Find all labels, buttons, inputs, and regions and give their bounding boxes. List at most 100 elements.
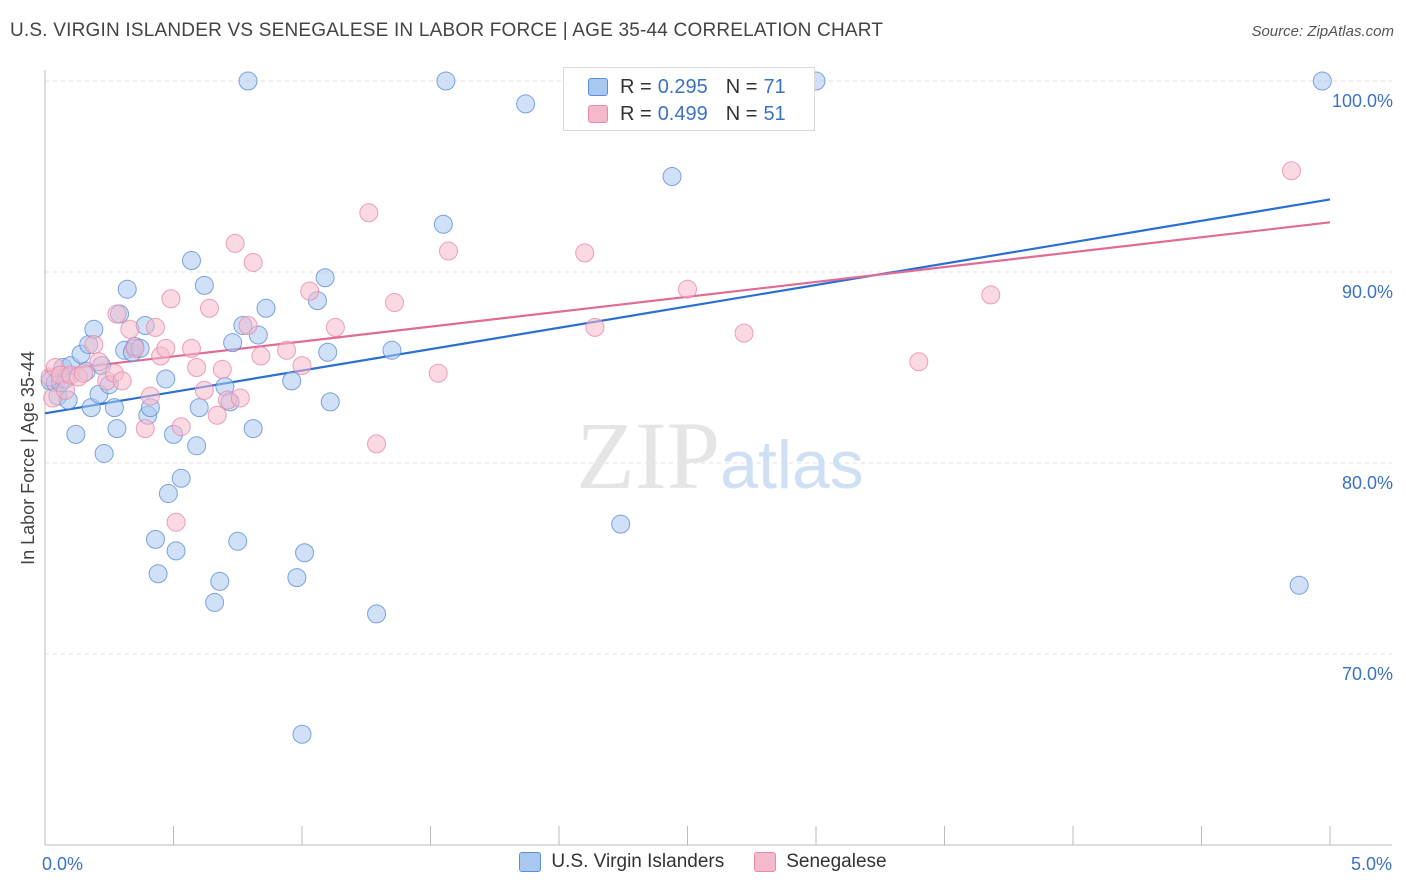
point-senegalese [575, 243, 595, 263]
series-swatch-pink [754, 852, 777, 872]
point-virgin-islanders [158, 484, 178, 504]
point-senegalese [89, 352, 109, 372]
legend-swatch-blue [588, 78, 608, 96]
point-senegalese [166, 512, 186, 532]
y-tick-label: 70.0% [1342, 664, 1393, 684]
point-senegalese [74, 363, 94, 383]
legend-n-value: 71 [763, 75, 786, 98]
legend-r-value: 0.499 [657, 102, 708, 125]
point-virgin-islanders [295, 543, 315, 563]
point-virgin-islanders [1289, 575, 1309, 595]
legend-swatch-pink [588, 105, 608, 123]
point-senegalese [207, 405, 227, 425]
series-legend-item-blue: U.S. Virgin Islanders [519, 851, 724, 873]
point-senegalese [125, 338, 145, 358]
legend-n-label: N = [725, 75, 758, 98]
point-senegalese [243, 252, 263, 272]
series-swatch-blue [519, 852, 542, 872]
point-virgin-islanders [104, 398, 124, 418]
point-senegalese [156, 338, 176, 358]
x-tick-label: 5.0% [1351, 854, 1392, 874]
watermark: ZIPatlas [576, 402, 864, 509]
point-virgin-islanders [611, 514, 631, 534]
series-legend-item-pink: Senegalese [754, 851, 887, 873]
series-legend: U.S. Virgin Islanders Senegalese [0, 851, 1406, 873]
point-senegalese [734, 323, 754, 343]
point-senegalese [385, 293, 405, 313]
y-axis-label: In Labor Force | Age 35-44 [18, 351, 38, 565]
axes [44, 70, 1392, 846]
point-virgin-islanders [433, 214, 453, 234]
watermark-atlas: atlas [720, 427, 864, 503]
source-label: Source: ZipAtlas.com [1251, 23, 1394, 40]
point-virgin-islanders [1312, 71, 1332, 91]
x-tick-label: 0.0% [42, 854, 83, 874]
point-senegalese [277, 340, 297, 360]
point-senegalese [428, 363, 448, 383]
point-senegalese [140, 386, 160, 406]
y-tick-label: 100.0% [1332, 91, 1393, 111]
y-tick-label: 90.0% [1342, 282, 1393, 302]
legend-row-pink: R = 0.499 N = 51 [588, 102, 786, 126]
point-senegalese [199, 298, 219, 318]
point-virgin-islanders [256, 298, 276, 318]
chart-title: U.S. VIRGIN ISLANDER VS SENEGALESE IN LA… [10, 20, 884, 41]
point-senegalese [194, 380, 214, 400]
legend-n-label: N = [725, 102, 758, 125]
point-senegalese [325, 317, 345, 337]
point-senegalese [225, 233, 245, 253]
point-senegalese [251, 346, 271, 366]
legend-row-blue: R = 0.295 N = 71 [588, 75, 786, 99]
point-virgin-islanders [516, 94, 536, 114]
point-senegalese [171, 417, 191, 437]
point-virgin-islanders [148, 564, 168, 584]
trend-lines [44, 198, 1331, 415]
point-virgin-islanders [117, 279, 137, 299]
point-senegalese [1281, 161, 1301, 181]
point-senegalese [292, 356, 312, 376]
point-senegalese [367, 434, 387, 454]
point-virgin-islanders [436, 71, 456, 91]
point-senegalese [585, 317, 605, 337]
point-virgin-islanders [238, 71, 258, 91]
point-senegalese [161, 289, 181, 309]
point-senegalese [438, 241, 458, 261]
point-senegalese [212, 359, 232, 379]
point-virgin-islanders [189, 398, 209, 418]
point-virgin-islanders [367, 604, 387, 624]
point-senegalese [120, 319, 140, 339]
point-virgin-islanders [318, 342, 338, 362]
legend-r-value: 0.295 [657, 75, 708, 98]
point-virgin-islanders [181, 251, 201, 271]
tick-labels: 70.0% 80.0% 90.0% 100.0% 0.0% 5.0% [42, 91, 1393, 874]
point-senegalese [107, 304, 127, 324]
point-virgin-islanders [243, 419, 263, 439]
point-virgin-islanders [205, 592, 225, 612]
point-virgin-islanders [320, 392, 340, 412]
trend-line-blue [44, 198, 1331, 415]
point-virgin-islanders [287, 568, 307, 588]
point-virgin-islanders [292, 724, 312, 744]
legend-r-label: R = [620, 102, 652, 125]
point-senegalese [135, 419, 155, 439]
point-virgin-islanders [156, 369, 176, 389]
point-senegalese [146, 317, 166, 337]
point-senegalese [84, 335, 104, 355]
watermark-zip: ZIP [576, 402, 720, 509]
point-virgin-islanders [194, 275, 214, 295]
y-tick-label: 80.0% [1342, 473, 1393, 493]
point-senegalese [112, 371, 132, 391]
point-virgin-islanders [146, 529, 166, 549]
series-legend-label: U.S. Virgin Islanders [551, 851, 725, 872]
point-virgin-islanders [228, 531, 248, 551]
point-virgin-islanders [315, 268, 335, 288]
point-virgin-islanders [171, 468, 191, 488]
point-senegalese [678, 279, 697, 299]
legend: R = 0.295 N = 71 R = 0.499 N = 51 [563, 67, 815, 131]
point-virgin-islanders [382, 340, 402, 360]
point-senegalese [981, 285, 1001, 305]
point-virgin-islanders [187, 436, 207, 456]
legend-n-value: 51 [763, 102, 786, 125]
point-senegalese [187, 358, 207, 377]
